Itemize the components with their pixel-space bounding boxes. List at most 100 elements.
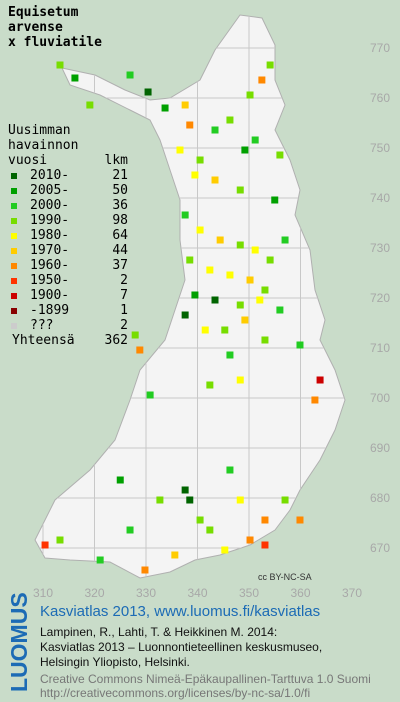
observation-square xyxy=(196,516,204,524)
legend-count: 64 xyxy=(112,228,128,243)
legend-swatch xyxy=(11,248,17,254)
observation-square xyxy=(206,266,214,274)
observation-square xyxy=(258,76,266,84)
legend-swatch xyxy=(11,218,17,224)
observation-square xyxy=(116,476,124,484)
title-line: Equisetum xyxy=(8,5,79,20)
land xyxy=(34,14,346,579)
observation-square xyxy=(206,526,214,534)
observation-square xyxy=(226,271,234,279)
observation-square xyxy=(56,61,64,69)
legend-header: havainnon xyxy=(8,138,78,153)
observation-square xyxy=(281,236,289,244)
observation-square xyxy=(226,466,234,474)
legend-swatch xyxy=(11,278,17,284)
legend-label: 1960- xyxy=(30,258,69,273)
observation-square xyxy=(191,171,199,179)
observation-square xyxy=(236,496,244,504)
observation-square xyxy=(266,256,274,264)
citation: Helsingin Yliopisto, Helsinki. xyxy=(40,655,190,669)
legend-swatch xyxy=(11,188,17,194)
observation-square xyxy=(311,396,319,404)
y-tick-label: 720 xyxy=(370,291,390,305)
observation-square xyxy=(221,326,229,334)
legend-label: ??? xyxy=(30,318,53,333)
legend-label: 2005- xyxy=(30,183,69,198)
legend-count: 1 xyxy=(120,303,128,318)
legend-label: 1980- xyxy=(30,228,69,243)
legend: Uusimman havainnon vuosi lkm 2010- 2 1 2005… xyxy=(8,123,128,348)
y-tick-label: 690 xyxy=(370,441,390,455)
observation-square xyxy=(191,291,199,299)
legend-count: 98 xyxy=(112,213,128,228)
legend-label: -1899 xyxy=(30,303,69,318)
legend-swatch xyxy=(11,233,17,239)
footer-headline: Kasviatlas 2013, www.luomus.fi/kasviatla… xyxy=(40,603,320,620)
legend-label: 1900- xyxy=(30,288,69,303)
observation-square xyxy=(96,556,104,564)
observation-square xyxy=(181,101,189,109)
observation-square xyxy=(261,336,269,344)
legend-total-label: Yhteensä xyxy=(12,333,75,348)
observation-square xyxy=(236,186,244,194)
observation-square xyxy=(276,306,284,314)
observation-square xyxy=(221,546,229,554)
legend-swatch xyxy=(11,308,17,314)
title: Equisetum arvense x fluviatile xyxy=(8,5,102,50)
observation-square xyxy=(181,311,189,319)
observation-square xyxy=(126,71,134,79)
legend-label: 2000- xyxy=(30,198,69,213)
observation-square xyxy=(276,151,284,159)
observation-square xyxy=(261,516,269,524)
title-line: arvense xyxy=(8,20,63,35)
y-tick-label: 680 xyxy=(370,491,390,505)
observation-square xyxy=(201,326,209,334)
observation-square xyxy=(261,541,269,549)
legend-count: 36 xyxy=(112,198,128,213)
observation-square xyxy=(181,486,189,494)
y-tick-label: 700 xyxy=(370,391,390,405)
observation-square xyxy=(241,316,249,324)
x-tick-label: 360 xyxy=(290,586,310,600)
observation-square xyxy=(86,101,94,109)
observation-square xyxy=(236,301,244,309)
logo: LUOMUS xyxy=(6,592,32,692)
observation-square xyxy=(251,246,259,254)
legend-header: vuosi xyxy=(8,153,47,168)
observation-square xyxy=(41,541,49,549)
legend-swatch xyxy=(11,293,17,299)
legend-header: lkm xyxy=(105,153,129,168)
observation-square xyxy=(261,286,269,294)
observation-square xyxy=(271,196,279,204)
observation-square xyxy=(156,496,164,504)
y-tick-label: 750 xyxy=(370,141,390,155)
observation-square xyxy=(131,331,139,339)
observation-square xyxy=(216,236,224,244)
observation-square xyxy=(56,536,64,544)
legend-count: 44 xyxy=(112,243,128,258)
observation-square xyxy=(241,146,249,154)
legend-count: 7 xyxy=(120,288,128,303)
observation-square xyxy=(186,121,194,129)
legend-swatch xyxy=(11,263,17,269)
y-tick-label: 730 xyxy=(370,241,390,255)
observations xyxy=(41,61,324,574)
observation-square xyxy=(196,156,204,164)
x-tick-label: 350 xyxy=(239,586,259,600)
y-tick-label: 670 xyxy=(370,541,390,555)
x-tick-label: 330 xyxy=(136,586,156,600)
legend-total: 362 xyxy=(105,333,128,348)
x-tick-label: 310 xyxy=(33,586,53,600)
observation-square xyxy=(211,296,219,304)
license-text: Creative Commons Nimeä-Epäkaupallinen-Ta… xyxy=(40,672,371,686)
legend-label: 2010- xyxy=(30,168,69,183)
observation-square xyxy=(266,61,274,69)
legend-count: 2 xyxy=(120,273,128,288)
legend-label: 1990- xyxy=(30,213,69,228)
legend-swatch xyxy=(11,323,17,329)
title-line: x fluviatile xyxy=(8,35,102,50)
legend-count: 37 xyxy=(112,258,128,273)
observation-square xyxy=(226,351,234,359)
legend-header: Uusimman xyxy=(8,123,71,138)
